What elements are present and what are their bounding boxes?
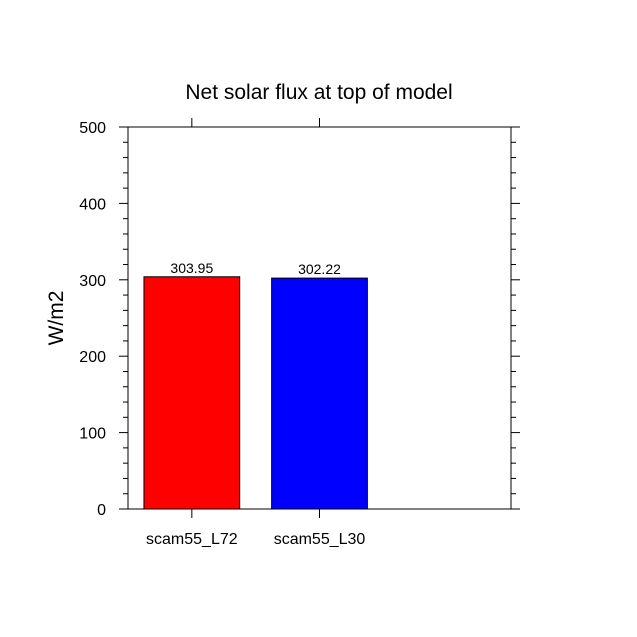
y-tick-label: 200 <box>79 349 106 366</box>
y-tick-label: 0 <box>97 502 106 519</box>
bar-scam55_L30 <box>271 277 368 510</box>
value-label-scam55_L30: 302.22 <box>298 261 341 277</box>
bar-scam55_L72 <box>143 276 241 510</box>
chart-title: Net solar flux at top of model <box>185 81 452 104</box>
y-tick-label: 500 <box>79 120 106 137</box>
value-label-scam55_L72: 303.95 <box>170 260 213 276</box>
y-tick-label: 100 <box>79 426 106 443</box>
axes-layer: scam55_L72 scam55_L30 0 100 200 300 400 500 <box>79 118 520 548</box>
x-tick-label-scam55_L72: scam55_L72 <box>146 531 238 548</box>
plot-frame <box>127 126 512 510</box>
y-tick-label: 300 <box>79 273 106 290</box>
x-tick-label-scam55_L30: scam55_L30 <box>274 531 366 548</box>
y-tick-label: 400 <box>79 196 106 213</box>
y-axis-label: W/m2 <box>45 291 68 346</box>
bars-layer: 303.95 302.22 <box>143 260 368 510</box>
